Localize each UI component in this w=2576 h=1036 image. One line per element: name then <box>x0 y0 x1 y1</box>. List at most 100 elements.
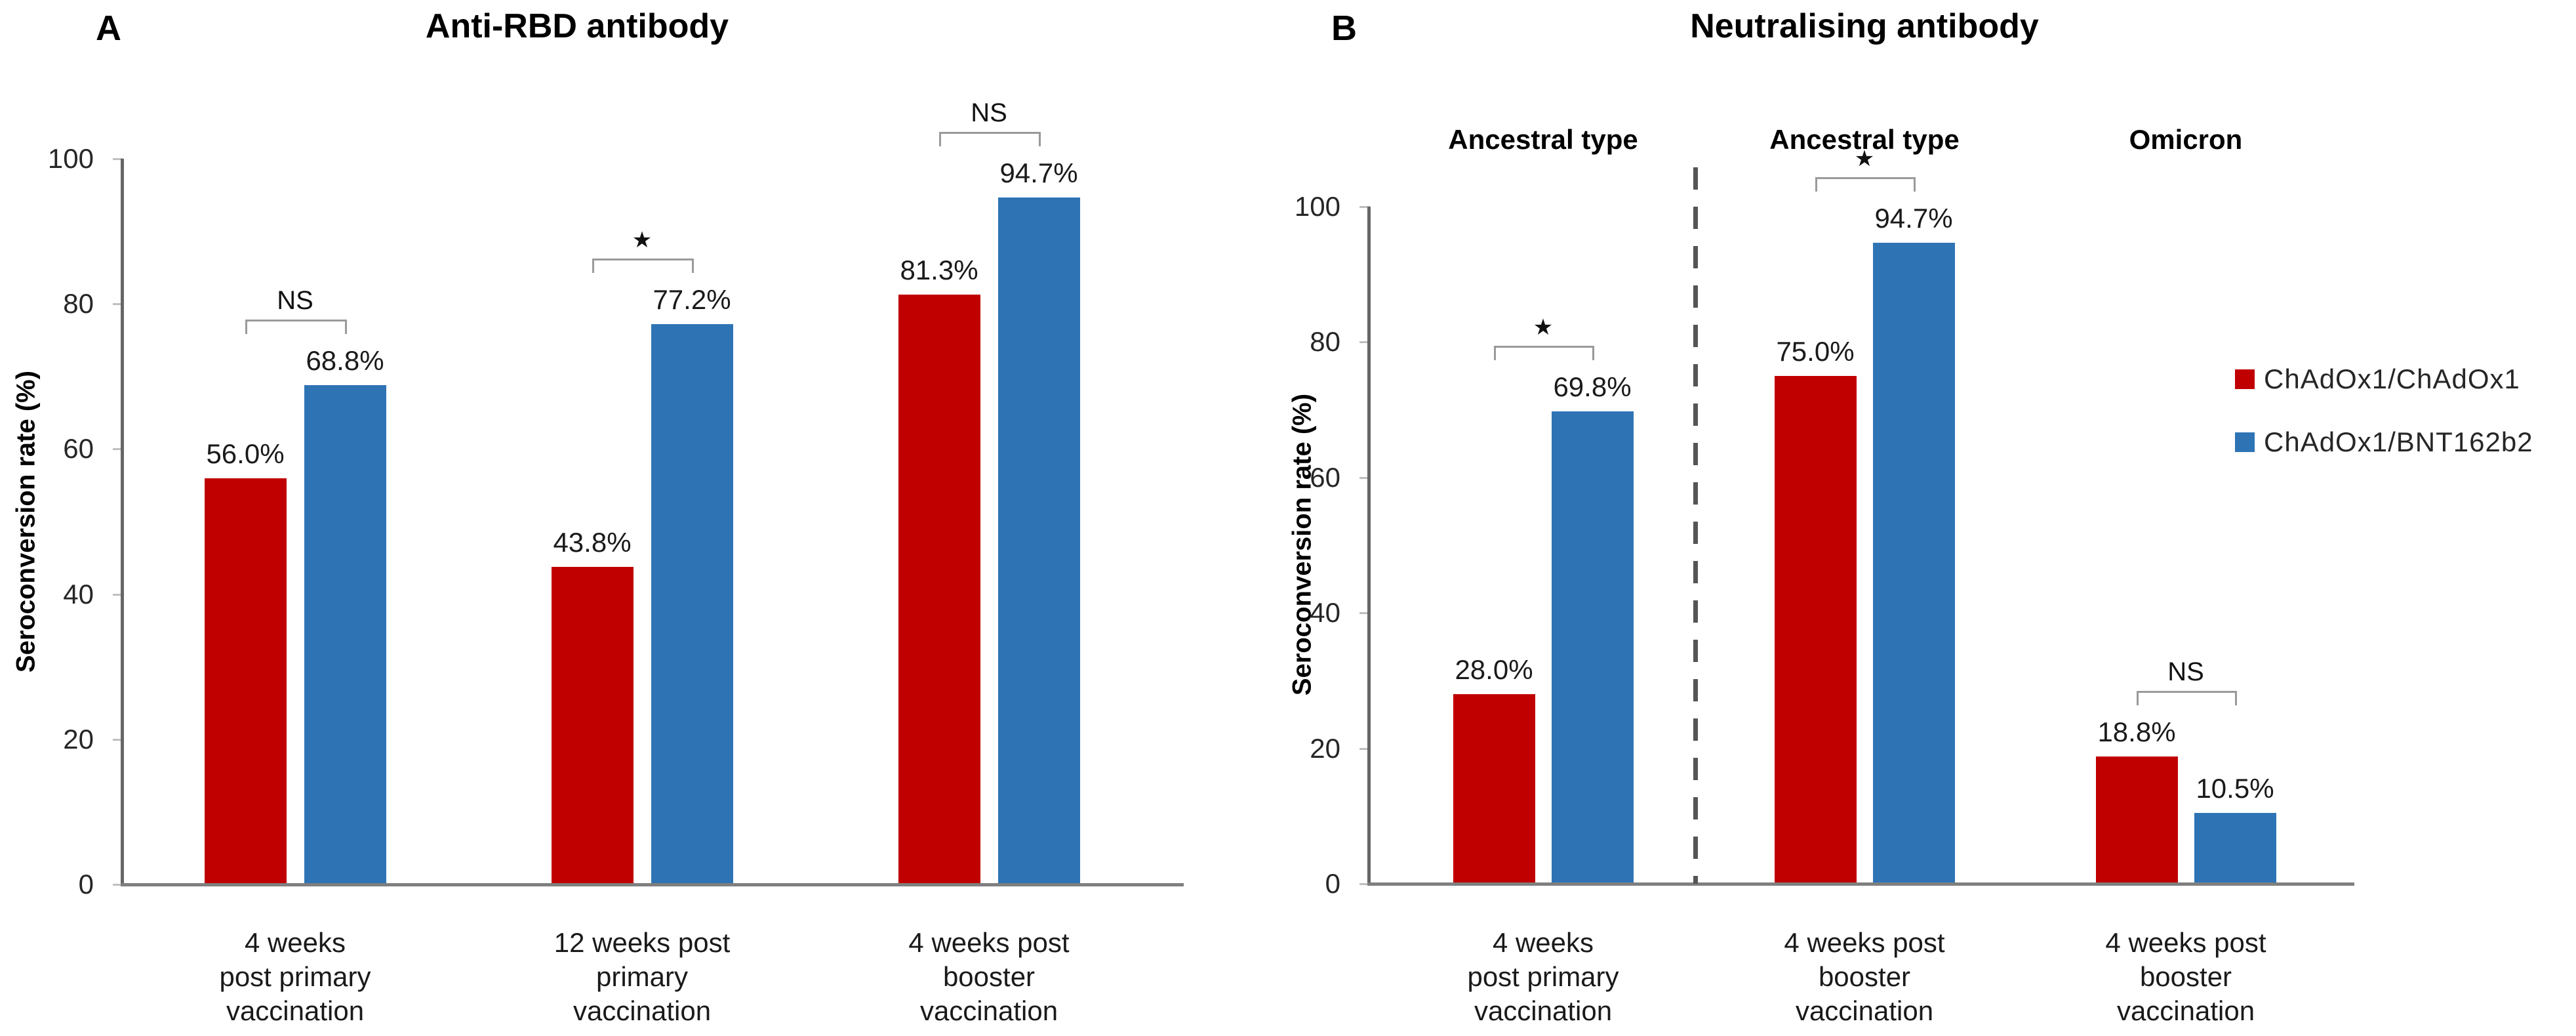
y-tick-label: 80 <box>1310 326 1340 357</box>
y-tick-mark <box>113 739 123 741</box>
significance-bracket-tick <box>1914 177 1916 192</box>
category-label: 12 weeks post primary vaccination <box>553 927 731 1026</box>
y-tick-label: 0 <box>78 869 94 900</box>
y-tick-mark <box>113 884 123 886</box>
category-label: 4 weeks post booster vaccination <box>1784 927 1945 1026</box>
bar-chadox1-bnt162b2 <box>1552 411 1634 884</box>
significance-bracket-tick <box>1815 177 1817 192</box>
legend-swatch-red <box>2235 369 2255 389</box>
y-tick-mark <box>113 303 123 305</box>
significance-bracket-tick <box>2235 691 2237 705</box>
legend-row-chadox1-bnt162b2: ChAdOx1/BNT162b2 <box>2235 426 2533 458</box>
y-tick-mark <box>1359 748 1370 750</box>
significance-bracket <box>939 132 1041 134</box>
significance-bracket-tick <box>1592 346 1594 360</box>
legend-swatch-blue <box>2235 432 2255 452</box>
category-label: 4 weeks post primary vaccination <box>219 927 371 1026</box>
y-tick-mark <box>113 448 123 450</box>
significance-bracket <box>1494 346 1594 348</box>
bar-chadox1-chadox1 <box>2096 756 2178 884</box>
panel-a-title: Anti-RBD antibody <box>425 7 729 45</box>
significance-bracket-tick <box>592 259 594 273</box>
bar-chadox1-bnt162b2 <box>998 197 1080 884</box>
y-tick-label: 80 <box>63 288 94 319</box>
legend-label-chadox1-bnt162b2: ChAdOx1/BNT162b2 <box>2264 426 2533 457</box>
y-axis-line <box>1367 207 1371 885</box>
x-axis-baseline <box>1367 882 2354 886</box>
panel-a-letter: A <box>96 9 121 48</box>
y-axis-line <box>121 159 124 886</box>
significance-bracket-tick <box>345 320 347 334</box>
column-header: Ancestral type <box>1769 124 1960 155</box>
y-tick-mark <box>1359 477 1370 479</box>
significance-bracket-tick <box>1039 132 1041 146</box>
panel-b-y-axis-label: Seroconversion rate (%) <box>1287 393 1317 696</box>
legend: ChAdOx1/ChAdOx1 ChAdOx1/BNT162b2 <box>2235 363 2533 489</box>
y-tick-label: 20 <box>1310 733 1340 764</box>
significance-marker-ns: NS <box>277 286 313 315</box>
y-tick-label: 100 <box>47 143 94 174</box>
panel-b-title: Neutralising antibody <box>1690 7 2039 45</box>
significance-marker-ns: NS <box>2167 657 2204 686</box>
y-tick-label: 60 <box>63 433 94 464</box>
y-tick-mark <box>1359 883 1370 885</box>
bar-chadox1-chadox1 <box>1775 376 1857 884</box>
bar-value-label: 18.8% <box>2097 716 2176 747</box>
bar-value-label: 94.7% <box>1874 203 1953 234</box>
panel-b-letter: B <box>1331 9 1357 48</box>
panel-a-y-axis-label: Seroconversion rate (%) <box>11 370 41 673</box>
significance-marker-asterisk: ★ <box>632 228 653 253</box>
legend-row-chadox1-chadox1: ChAdOx1/ChAdOx1 <box>2235 363 2533 395</box>
bar-chadox1-bnt162b2 <box>2194 813 2276 884</box>
bar-chadox1-bnt162b2 <box>304 385 386 884</box>
bar-chadox1-bnt162b2 <box>651 324 733 884</box>
column-header: Omicron <box>2129 124 2243 155</box>
significance-bracket <box>592 259 694 260</box>
significance-marker-ns: NS <box>971 98 1007 127</box>
bar-chadox1-chadox1 <box>552 567 634 884</box>
y-tick-label: 40 <box>1310 597 1340 628</box>
bar-value-label: 75.0% <box>1776 336 1855 367</box>
bar-value-label: 56.0% <box>206 438 285 469</box>
significance-marker-asterisk: ★ <box>1854 146 1875 171</box>
column-header: Ancestral type <box>1448 124 1638 155</box>
bar-value-label: 81.3% <box>900 255 978 285</box>
y-tick-mark <box>1359 206 1370 208</box>
y-tick-label: 40 <box>63 579 94 610</box>
x-axis-baseline <box>121 883 1184 886</box>
y-tick-label: 60 <box>1310 462 1340 493</box>
bar-chadox1-chadox1 <box>205 478 287 884</box>
bar-value-label: 77.2% <box>653 284 731 315</box>
y-tick-mark <box>1359 341 1370 343</box>
bar-value-label: 43.8% <box>553 527 632 558</box>
significance-marker-asterisk: ★ <box>1533 315 1554 340</box>
significance-bracket-tick <box>245 320 247 334</box>
significance-bracket-tick <box>2137 691 2139 705</box>
category-label: 4 weeks post booster vaccination <box>2105 927 2266 1026</box>
bar-value-label: 69.8% <box>1553 371 1632 402</box>
significance-bracket-tick <box>939 132 941 146</box>
legend-label-chadox1-chadox1: ChAdOx1/ChAdOx1 <box>2264 363 2520 394</box>
bar-chadox1-chadox1 <box>898 295 980 884</box>
bar-value-label: 28.0% <box>1455 654 1533 685</box>
y-tick-mark <box>113 158 123 160</box>
significance-bracket <box>245 320 347 321</box>
y-tick-label: 0 <box>1325 868 1340 899</box>
y-tick-label: 20 <box>63 724 94 755</box>
y-tick-mark <box>1359 612 1370 614</box>
bar-chadox1-chadox1 <box>1453 694 1535 884</box>
y-tick-label: 100 <box>1294 191 1340 222</box>
bar-chadox1-bnt162b2 <box>1873 243 1955 884</box>
category-label: 4 weeks post primary vaccination <box>1467 927 1619 1026</box>
significance-bracket-tick <box>692 259 694 273</box>
significance-bracket <box>1815 177 1916 179</box>
category-label: 4 weeks post booster vaccination <box>908 927 1070 1026</box>
divider-dashed-line <box>1693 167 1698 884</box>
bar-value-label: 10.5% <box>2196 773 2274 804</box>
bar-value-label: 68.8% <box>306 345 384 376</box>
significance-bracket <box>2137 691 2237 693</box>
y-tick-mark <box>113 594 123 596</box>
significance-bracket-tick <box>1494 346 1496 360</box>
bar-value-label: 94.7% <box>999 157 1078 188</box>
